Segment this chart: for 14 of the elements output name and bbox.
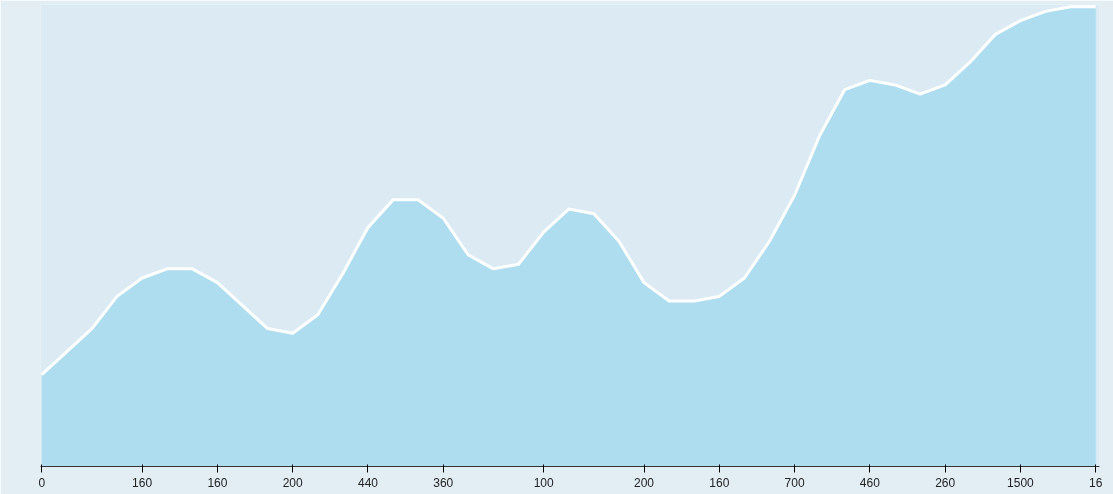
x-tick-label: 100 <box>533 475 554 490</box>
x-tick-label: 360 <box>433 475 454 490</box>
x-tick-label: 460 <box>859 475 881 490</box>
x-tick-label: 0 <box>38 475 46 490</box>
x-tick-label: 200 <box>634 475 655 490</box>
x-tick-label: 1500 <box>1007 475 1035 490</box>
x-tick-label: 160 <box>207 475 228 490</box>
x-tick-label: 700 <box>784 475 805 490</box>
x-tick-label: 160 <box>709 475 730 490</box>
x-tick-label: 440 <box>357 475 379 490</box>
x-tick-label: 260 <box>935 475 956 490</box>
x-tick-label: 16 <box>1089 475 1103 490</box>
x-tick-label: 200 <box>282 475 304 490</box>
x-tick-label: 160 <box>132 475 153 490</box>
